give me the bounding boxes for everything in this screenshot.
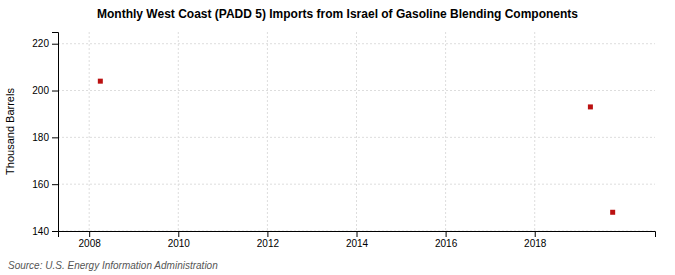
y-tick-label: 140 [32, 226, 49, 237]
y-axis-line [52, 33, 59, 232]
grid-line-x [267, 32, 268, 231]
grid-line-y [58, 137, 655, 138]
x-tick-mark [535, 231, 536, 237]
x-tick-mark [267, 231, 268, 237]
x-tick-mark [178, 231, 179, 237]
grid-line-y [58, 43, 655, 44]
x-axis: 2008 2010 2012 2014 2016 2018 [59, 231, 656, 249]
chart: 2008 2010 2012 2014 2016 2018 140 160 180 200 220 M… [0, 0, 675, 275]
plot-area: 2008 2010 2012 2014 2016 2018 140 160 180 200 220 [32, 32, 655, 249]
x-tick-label: 2016 [435, 238, 458, 249]
x-tick: 2012 [257, 231, 280, 249]
x-tick-mark [357, 231, 358, 237]
x-tick-label: 2018 [524, 238, 547, 249]
y-tick: 160 [32, 179, 58, 190]
grid-line-x [89, 32, 90, 231]
annotation: Source: U.S. Energy Information Administ… [8, 260, 218, 271]
y-tick-mark [52, 137, 58, 138]
x-tick-label: 2010 [168, 238, 191, 249]
y-tick: 180 [32, 132, 58, 143]
grid-line-x [178, 32, 179, 231]
x-tick: 2014 [346, 231, 369, 249]
y-tick: 220 [32, 38, 58, 49]
grid-line-x [534, 32, 535, 231]
y-tick-mark [52, 231, 58, 232]
y-tick-label: 200 [32, 85, 49, 96]
x-tick: 2018 [524, 231, 547, 249]
point [610, 210, 615, 215]
y-tick-label: 160 [32, 179, 49, 190]
point [588, 104, 593, 109]
y-tick: 200 [32, 85, 58, 96]
x-tick: 2016 [435, 231, 458, 249]
y-tick-mark [52, 44, 58, 45]
y-tick-label: 180 [32, 132, 49, 143]
y-tick-label: 220 [32, 38, 49, 49]
title: Monthly West Coast (PADD 5) Imports from… [97, 7, 578, 21]
y-axis: 140 160 180 200 220 [32, 33, 58, 237]
points [98, 79, 615, 215]
x-tick: 2008 [79, 231, 102, 249]
x-tick-label: 2012 [257, 238, 280, 249]
x-tick-label: 2014 [346, 238, 369, 249]
grid-line-x [445, 32, 446, 231]
y-tick: 140 [32, 226, 58, 237]
grid-line-y [58, 184, 655, 185]
x-tick-mark [89, 231, 90, 237]
y-axis-title: Thousand Barrels [4, 88, 16, 175]
x-tick-label: 2008 [79, 238, 102, 249]
x-tick: 2010 [168, 231, 191, 249]
x-tick-mark [446, 231, 447, 237]
point [98, 79, 103, 84]
grid-line-x [356, 32, 357, 231]
y-tick-mark [52, 184, 58, 185]
y-tick-mark [52, 91, 58, 92]
x-axis-line [59, 232, 656, 238]
grid [58, 32, 655, 231]
grid-line-y [58, 90, 655, 91]
